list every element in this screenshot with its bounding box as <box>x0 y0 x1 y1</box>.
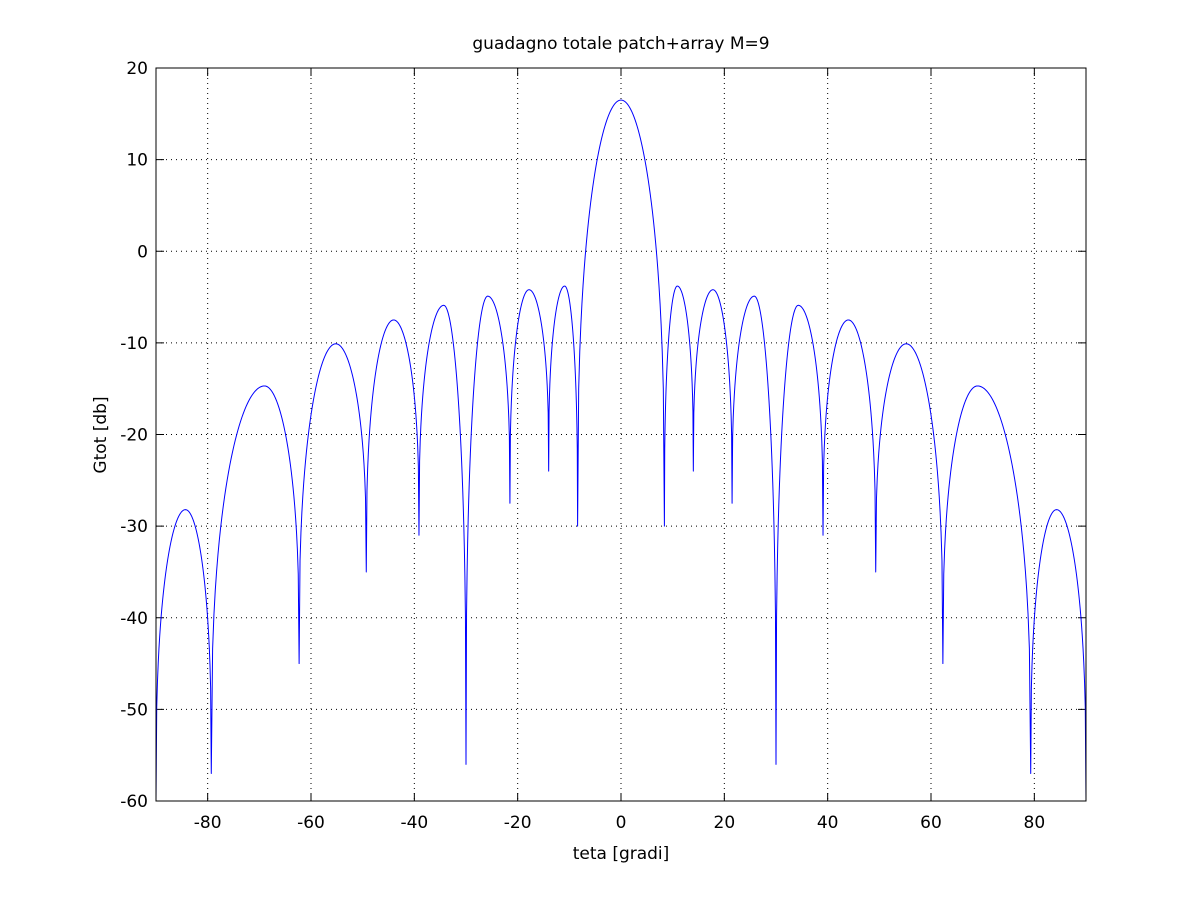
x-tick-label: 0 <box>616 813 627 833</box>
y-tick-label: 0 <box>137 242 148 262</box>
plot-frame <box>155 67 1087 802</box>
y-tick-label: -10 <box>120 334 148 354</box>
x-tick-label: 40 <box>817 813 839 833</box>
series-line-0 <box>155 99 1087 802</box>
y-tick-labels: -60 -50 -40 -30 -20 -10 0 10 20 <box>120 59 148 812</box>
x-tick-labels: -80 -60 -40 -20 0 20 40 60 80 <box>194 813 1045 833</box>
y-tick-label: 20 <box>126 59 148 79</box>
y-tick-label: -50 <box>120 700 148 720</box>
x-tick-label: -80 <box>194 813 222 833</box>
x-tick-label: 60 <box>920 813 942 833</box>
x-tick-label: 20 <box>714 813 736 833</box>
tick-marks <box>156 67 1086 802</box>
chart-title: guadagno totale patch+array M=9 <box>472 34 769 54</box>
x-tick-label: -20 <box>504 813 532 833</box>
y-tick-label: -60 <box>120 792 148 812</box>
y-tick-label: 10 <box>126 151 148 171</box>
grid <box>156 68 1086 801</box>
x-tick-label: -40 <box>400 813 428 833</box>
y-tick-label: -40 <box>120 609 148 629</box>
x-tick-label: 80 <box>1024 813 1046 833</box>
y-axis-label: Gtot [db] <box>91 396 111 473</box>
y-tick-label: -30 <box>120 517 148 537</box>
x-tick-label: -60 <box>297 813 325 833</box>
y-tick-label: -20 <box>120 426 148 446</box>
series-group <box>155 99 1087 802</box>
x-axis-label: teta [gradi] <box>573 844 670 864</box>
